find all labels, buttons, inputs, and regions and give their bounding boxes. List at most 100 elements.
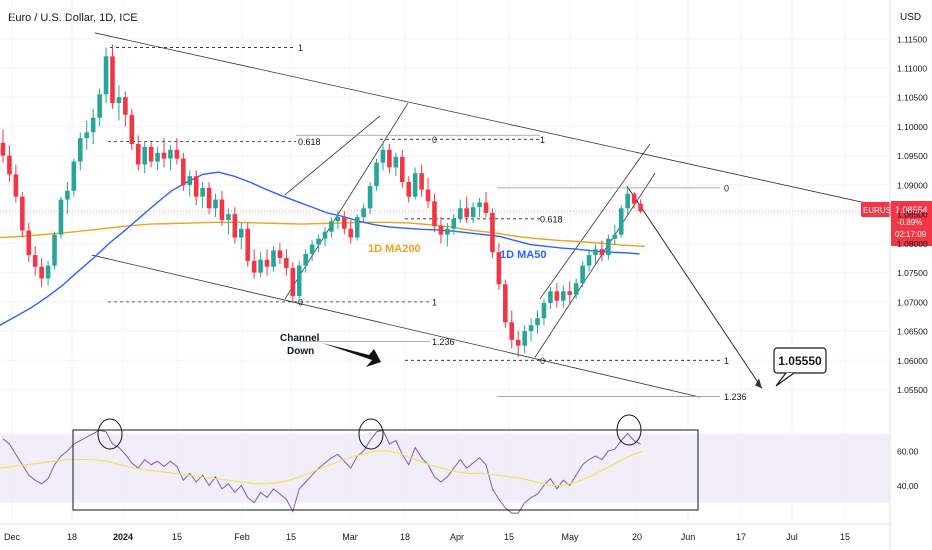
- candle-body: [200, 187, 205, 197]
- candle-body: [168, 149, 173, 159]
- y-tick-label: 1.08500: [897, 210, 928, 220]
- y-tick-label: 1.07500: [897, 268, 928, 278]
- candle-body: [348, 228, 354, 238]
- candle-body: [258, 259, 263, 273]
- candle-body: [599, 249, 605, 256]
- candle-body: [470, 207, 476, 218]
- candle-body: [284, 258, 289, 268]
- y-tick-label: 1.08000: [897, 239, 928, 249]
- candle-body: [271, 250, 276, 267]
- candle-body: [412, 173, 418, 197]
- rsi-ma-line: [0, 450, 644, 487]
- candle-body: [515, 339, 521, 346]
- fib-label: 0: [540, 356, 545, 366]
- candle-body: [548, 291, 553, 304]
- candle-body: [90, 117, 96, 133]
- candle-body: [0, 142, 6, 156]
- candle-body: [71, 161, 77, 191]
- fib-label: 0: [432, 135, 437, 145]
- x-tick-label: Mar: [342, 532, 358, 542]
- rsi-band: [0, 433, 890, 503]
- candle-body: [58, 199, 64, 235]
- x-tick-label: Apr: [450, 532, 464, 542]
- x-tick-label: 15: [286, 532, 296, 542]
- x-tick-label: Jul: [786, 532, 798, 542]
- fib-label: 1: [298, 43, 303, 53]
- x-tick-label: 15: [504, 532, 514, 542]
- price-tag-countdown: 02:17:09: [895, 230, 927, 239]
- target-label: 1.05550: [778, 354, 822, 368]
- y-tick-label: 1.10000: [897, 122, 928, 132]
- candle-body: [206, 187, 212, 209]
- fib-label: 0: [724, 183, 729, 193]
- candle-body: [45, 265, 51, 279]
- candle-body: [457, 208, 463, 219]
- x-tick-label: 18: [400, 532, 410, 542]
- y-tick-label: 1.09500: [897, 151, 928, 161]
- candle-body: [496, 252, 502, 285]
- candle-body: [84, 132, 90, 139]
- y-tick-label: 1.06500: [897, 327, 928, 337]
- chart-title: Euro / U.S. Dollar, 1D, ICE: [8, 12, 138, 24]
- candle-body: [464, 208, 469, 218]
- candle-body: [232, 214, 238, 238]
- channel-line: [284, 102, 409, 300]
- candle-body: [342, 217, 347, 229]
- ma50-label: 1D MA50: [500, 249, 546, 261]
- candle-body: [129, 114, 135, 144]
- candle-body: [110, 56, 115, 104]
- candle-body: [251, 260, 257, 273]
- candle-body: [213, 199, 218, 209]
- fib-label: 1: [724, 356, 729, 366]
- rsi-y-tick-label: 40.00: [897, 481, 919, 491]
- candle-body: [116, 97, 122, 104]
- candle-body: [580, 265, 585, 284]
- candle-body: [20, 196, 25, 231]
- candle-body: [219, 199, 225, 220]
- x-tick-label: 15: [172, 532, 182, 542]
- candle-body: [290, 267, 296, 296]
- candle-body: [309, 244, 315, 254]
- candle-body: [142, 146, 147, 165]
- fib-label: 1: [432, 297, 437, 307]
- candle-body: [399, 156, 405, 182]
- x-tick-label: Jun: [681, 532, 696, 542]
- candle-body: [238, 228, 244, 238]
- x-tick-label: 2024: [113, 532, 133, 542]
- candle-body: [618, 208, 624, 235]
- symbol-tag-label: EURUSD: [863, 206, 897, 215]
- x-tick-label: 17: [736, 532, 746, 542]
- candle-body: [155, 152, 160, 162]
- candle-body: [174, 149, 180, 159]
- candle-body: [387, 149, 392, 168]
- candle-body: [277, 250, 283, 258]
- candle-body: [303, 253, 308, 266]
- candle-body: [245, 228, 251, 261]
- candle-body: [135, 144, 141, 165]
- ma200-line: [0, 221, 646, 248]
- candle-body: [631, 193, 637, 204]
- symbol-tag: [861, 201, 891, 217]
- x-tick-label: 18: [67, 532, 77, 542]
- candle-body: [13, 174, 19, 197]
- candle-body: [264, 259, 270, 267]
- candle-body: [32, 255, 38, 267]
- x-tick-label: 15: [840, 532, 850, 542]
- candle-body: [406, 182, 412, 197]
- currency-label: USD: [900, 12, 922, 23]
- x-tick-label: Dec: [4, 532, 21, 542]
- channel-label: Down: [287, 346, 314, 357]
- fib-label: 0: [298, 297, 303, 307]
- candle-body: [541, 303, 547, 319]
- candle-body: [39, 266, 44, 279]
- candle-body: [26, 230, 32, 256]
- candle-body: [477, 202, 482, 208]
- rsi-line: [2, 429, 641, 514]
- candle-body: [161, 152, 167, 159]
- candle-body: [65, 190, 70, 200]
- candle-body: [586, 255, 592, 266]
- candle-body: [445, 228, 450, 235]
- channel-down-arrow: [322, 343, 381, 367]
- candle-body: [432, 201, 437, 226]
